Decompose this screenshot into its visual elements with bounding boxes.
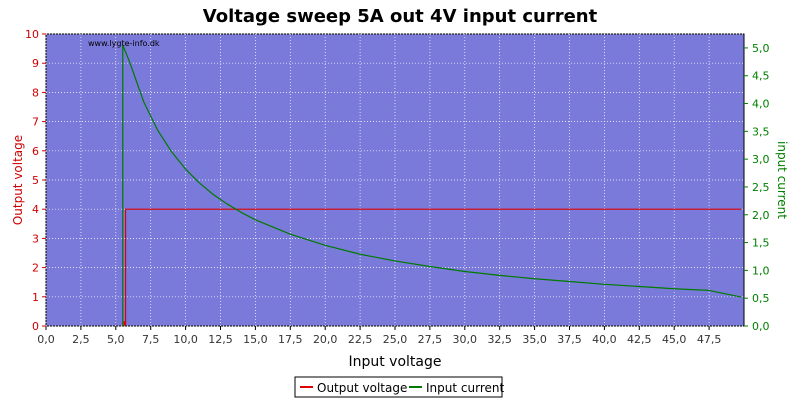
y-right-tick-label: 2,5 bbox=[752, 181, 770, 194]
legend: Output voltage Input current bbox=[294, 376, 504, 398]
y-left-tick-label: 0 bbox=[32, 320, 39, 333]
x-tick-label: 30,0 bbox=[453, 333, 478, 346]
y-right-tick-label: 5,0 bbox=[752, 42, 770, 55]
x-tick-label: 32,5 bbox=[487, 333, 512, 346]
x-tick-label: 12,5 bbox=[208, 333, 233, 346]
x-tick-label: 25,0 bbox=[383, 333, 408, 346]
y-left-tick-label: 4 bbox=[32, 203, 39, 216]
legend-label-output-voltage: Output voltage bbox=[317, 381, 407, 395]
x-tick-label: 22,5 bbox=[348, 333, 373, 346]
x-tick-label: 35,0 bbox=[522, 333, 547, 346]
y-axis-right-title: input current bbox=[775, 141, 789, 219]
y-left-tick-label: 9 bbox=[32, 57, 39, 70]
y-right-tick-label: 2,0 bbox=[752, 209, 770, 222]
y-right-tick-label: 0,5 bbox=[752, 292, 770, 305]
x-tick-label: 40,0 bbox=[592, 333, 617, 346]
x-tick-label: 5,0 bbox=[107, 333, 125, 346]
grid bbox=[45, 33, 744, 327]
y-right-tick-label: 0,0 bbox=[752, 320, 770, 333]
y-right-tick-label: 1,0 bbox=[752, 264, 770, 277]
x-tick-label: 0,0 bbox=[37, 333, 55, 346]
series-input-current-line bbox=[122, 44, 742, 326]
x-tick-label: 27,5 bbox=[418, 333, 443, 346]
y-right-tick-label: 4,0 bbox=[752, 98, 770, 111]
series-layer bbox=[122, 44, 742, 326]
y-left-tick-label: 6 bbox=[32, 145, 39, 158]
x-tick-label: 17,5 bbox=[278, 333, 303, 346]
x-tick-label: 10,0 bbox=[173, 333, 198, 346]
x-tick-label: 47,5 bbox=[697, 333, 722, 346]
legend-box bbox=[294, 376, 503, 398]
y-left-tick-label: 2 bbox=[32, 262, 39, 275]
y-right-tick-label: 3,0 bbox=[752, 153, 770, 166]
y-right-tick-label: 4,5 bbox=[752, 70, 770, 83]
y-left-tick-label: 1 bbox=[32, 291, 39, 304]
y-right-tick-label: 1,5 bbox=[752, 237, 770, 250]
y-left-tick-label: 5 bbox=[32, 174, 39, 187]
x-tick-label: 45,0 bbox=[662, 333, 687, 346]
y-left-tick-label: 3 bbox=[32, 232, 39, 245]
x-tick-label: 20,0 bbox=[313, 333, 338, 346]
x-axis-title: Input voltage bbox=[348, 354, 441, 370]
x-tick-label: 2,5 bbox=[72, 333, 90, 346]
y-left-tick-label: 10 bbox=[25, 28, 39, 41]
legend-label-input-current: Input current bbox=[426, 381, 504, 395]
x-tick-label: 15,0 bbox=[243, 333, 268, 346]
chart-title: Voltage sweep 5A out 4V input current bbox=[203, 6, 598, 27]
x-tick-label: 7,5 bbox=[142, 333, 160, 346]
axes: 0,0 2,5 5,0 7,5 10,0 12,5 15,0 17,5 20,0 22,5 25,0… bbox=[25, 28, 770, 346]
y-left-tick-label: 7 bbox=[32, 116, 39, 129]
y-left-tick-label: 8 bbox=[32, 86, 39, 99]
y-right-tick-label: 3,5 bbox=[752, 125, 770, 138]
y-axis-left-title: Output voltage bbox=[11, 135, 25, 225]
series-output-voltage-line bbox=[123, 208, 742, 326]
x-tick-label: 42,5 bbox=[627, 333, 652, 346]
watermark-text: www.lygte-info.dk bbox=[88, 39, 160, 48]
x-tick-label: 37,5 bbox=[557, 333, 582, 346]
